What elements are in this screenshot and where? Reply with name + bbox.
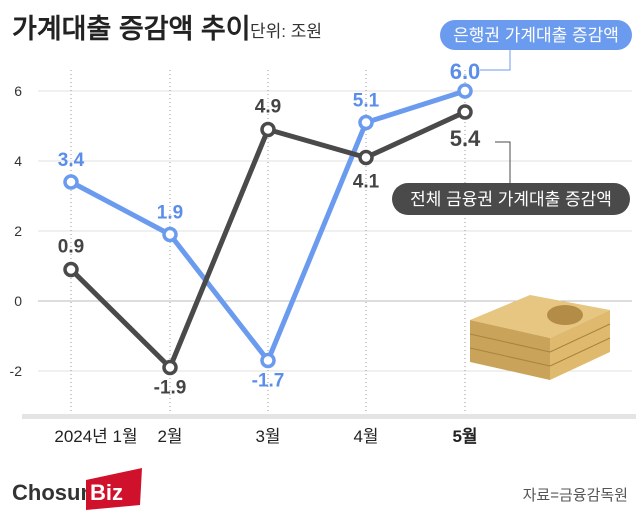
data-label: -1.9 xyxy=(154,378,187,399)
svg-text:Biz: Biz xyxy=(90,480,123,505)
data-point xyxy=(358,114,374,131)
data-point xyxy=(358,149,374,166)
y-tick-label: 2 xyxy=(14,223,22,239)
legend-badge-total xyxy=(392,183,630,215)
data-label: 5.1 xyxy=(353,91,380,112)
source-label: 자료=금융감독원 xyxy=(523,487,628,504)
data-label: -1.7 xyxy=(252,371,285,392)
data-label: 3.4 xyxy=(58,150,85,171)
legend-connector xyxy=(495,141,511,183)
legend-label-bank: 은행권 가계대출 증감액 xyxy=(453,26,619,45)
data-point xyxy=(260,121,276,138)
data-point xyxy=(260,352,276,369)
data-label: 4.9 xyxy=(255,97,281,118)
legend-connector xyxy=(480,50,511,71)
money-icon xyxy=(469,295,611,380)
data-point xyxy=(457,83,473,99)
x-tick-label: 2월 xyxy=(157,427,182,446)
y-tick-label: 4 xyxy=(14,153,22,169)
x-tick-label: 3월 xyxy=(255,427,280,446)
y-tick-label: -2 xyxy=(10,363,23,379)
data-label: 0.9 xyxy=(58,237,84,258)
chosunbiz-logo: Chosun Biz xyxy=(12,468,142,510)
y-tick-label: 6 xyxy=(14,83,22,99)
x-tick-label: 2024년 1월 xyxy=(54,427,137,446)
data-label: 1.9 xyxy=(157,203,183,224)
data-label: 6.0 xyxy=(450,59,481,84)
unit-label: 단위: 조원 xyxy=(250,22,322,41)
data-point xyxy=(63,261,79,278)
data-point xyxy=(162,226,178,243)
data-point xyxy=(457,104,473,120)
data-label: 4.1 xyxy=(353,172,380,193)
data-point xyxy=(162,359,178,376)
y-tick-label: 0 xyxy=(14,293,22,309)
data-point xyxy=(63,174,79,190)
x-tick-label: 5월 xyxy=(452,427,477,446)
svg-text:Chosun: Chosun xyxy=(12,480,94,505)
x-axis xyxy=(22,414,636,419)
legend-badge-bank xyxy=(440,20,632,50)
legend-label-total: 전체 금융권 가계대출 증감액 xyxy=(410,190,612,209)
chart-title: 가계대출 증감액 추이 xyxy=(12,14,251,44)
data-label: 5.4 xyxy=(450,126,481,151)
x-tick-label: 4월 xyxy=(353,427,378,446)
